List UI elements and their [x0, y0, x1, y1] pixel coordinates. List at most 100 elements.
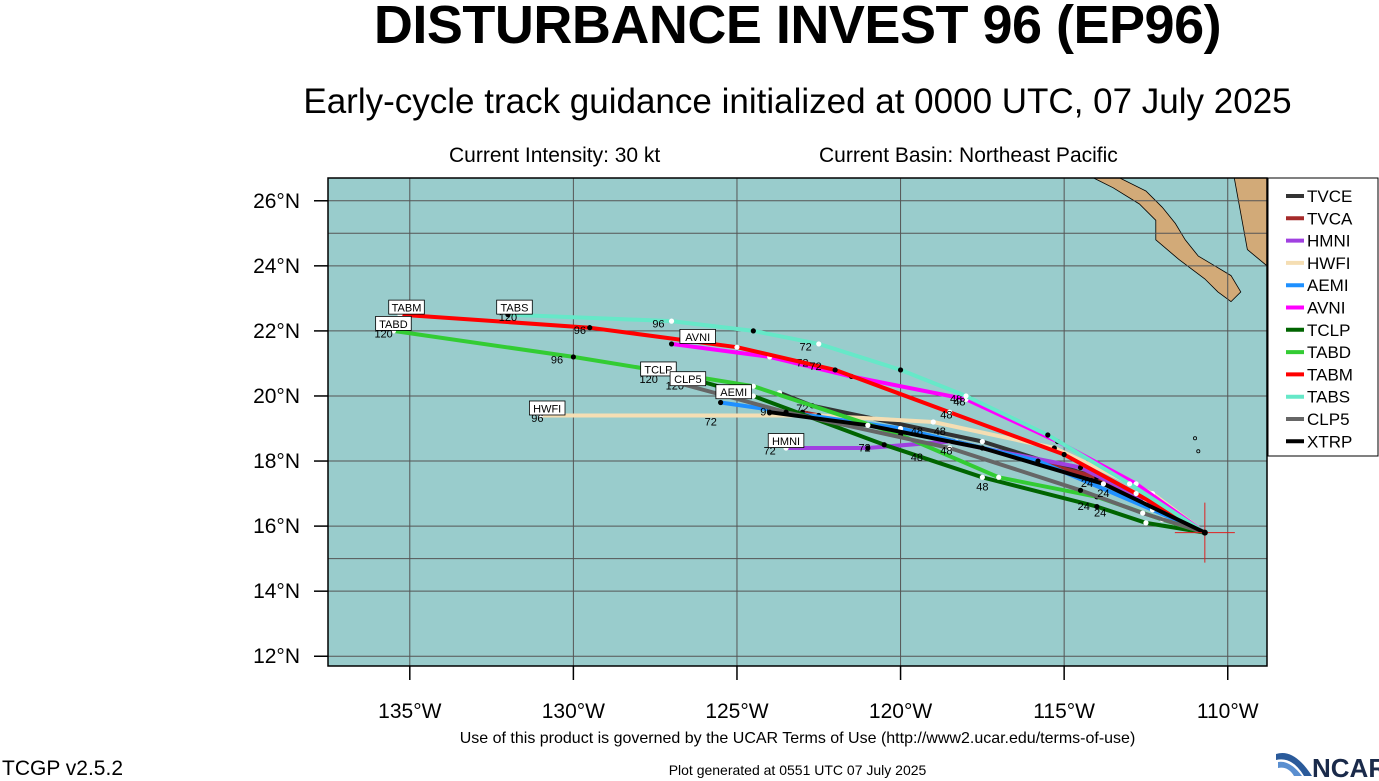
- model-tag-box: [388, 299, 425, 315]
- track-point-tclp: [881, 442, 887, 448]
- ncar-logo: NCAR: [1276, 752, 1379, 780]
- track-point-tabm: [587, 325, 593, 331]
- track-hour-label: 96: [531, 413, 543, 425]
- track-point-xtrp: [865, 422, 871, 428]
- legend-label: TVCE: [1307, 187, 1352, 206]
- y-tick-label: 26°N: [253, 190, 300, 213]
- track-hour-label: 120: [639, 374, 657, 386]
- model-tag-box: [679, 329, 716, 344]
- model-tag-label: TCLP: [644, 364, 672, 376]
- track-hour-label: 24: [1081, 478, 1093, 490]
- track-point-tclp: [1094, 503, 1100, 510]
- plot-generated-time: Plot generated at 0551 UTC 07 July 2025: [668, 762, 927, 778]
- track-point-tabs: [1045, 432, 1051, 438]
- model-tag-box: [767, 433, 805, 448]
- x-tick-label: 115°W: [1033, 700, 1095, 723]
- legend-label: TABD: [1307, 343, 1351, 362]
- legend-box: [1267, 177, 1379, 457]
- track-tabm: [398, 312, 1207, 535]
- track-point-tabd: [750, 383, 756, 389]
- track-point-tclp: [979, 474, 985, 480]
- legend-label: TVCA: [1307, 209, 1353, 228]
- track-hour-label: 120: [374, 328, 392, 340]
- model-tag-label: AEMI: [720, 387, 747, 399]
- track-point-tabs: [897, 367, 904, 373]
- chart-title: DISTURBANCE INVEST 96 (EP96): [373, 0, 1222, 55]
- track-hour-label: 72: [705, 416, 717, 428]
- track-point-tabm: [1133, 490, 1139, 497]
- track-point-avni: [668, 341, 675, 347]
- legend-label: TABS: [1307, 388, 1350, 407]
- track-point-tabm: [832, 367, 838, 373]
- ncar-swoosh-icon: [1276, 752, 1312, 776]
- track-hour-label: 96: [652, 319, 664, 331]
- y-tick-label: 12°N: [253, 645, 300, 668]
- track-point-tabd: [570, 354, 576, 360]
- track-hour-label: 48: [940, 446, 952, 458]
- model-tag-label: TABS: [501, 303, 529, 315]
- model-tag-label: TABM: [392, 303, 422, 315]
- track-point-clp5: [1140, 510, 1146, 516]
- ncar-swoosh-icon: [1278, 761, 1302, 776]
- x-tick-label: 125°W: [705, 700, 768, 723]
- y-tick-label: 18°N: [253, 450, 300, 473]
- legend-label: HMNI: [1307, 232, 1350, 251]
- track-point-clp5: [947, 445, 953, 451]
- y-tick-label: 20°N: [253, 385, 300, 408]
- track-point-tabm: [1061, 451, 1067, 458]
- ocean-background: [328, 178, 1267, 666]
- chart-subtitle: Early-cycle track guidance initialized a…: [303, 82, 1292, 121]
- track-point-tvce: [979, 438, 985, 445]
- track-point-aemi: [718, 399, 724, 406]
- model-tag-box: [640, 361, 677, 377]
- plot-border: [327, 177, 1268, 667]
- y-tick-label: 24°N: [253, 255, 300, 278]
- track-hour-label: 48: [953, 397, 965, 409]
- current-basin: Current Basin: Northeast Pacific: [819, 144, 1118, 167]
- track-hour-label: 72: [764, 446, 776, 458]
- current-position-marker: [1201, 529, 1208, 536]
- legend-label: TCLP: [1307, 321, 1350, 340]
- track-hour-label: 120: [499, 312, 517, 324]
- model-tag-label: CLP5: [674, 374, 702, 386]
- track-point-tabs: [750, 328, 756, 334]
- track-point-tabm: [947, 409, 953, 415]
- terms-of-use: Use of this product is governed by the U…: [459, 730, 1136, 747]
- model-tag-label: HWFI: [533, 403, 561, 415]
- track-hour-label: 24: [1094, 507, 1106, 519]
- track-point-tabd: [996, 474, 1002, 480]
- island-marker: [1193, 436, 1198, 441]
- model-tag-box: [375, 315, 412, 331]
- legend: TVCE TVCA HMNI HWFI AEMI AVNI TCLP TABD TABM TABS…: [1267, 177, 1379, 457]
- track-point-hwfi: [930, 419, 936, 425]
- baja-california-land: [1093, 177, 1242, 303]
- map-axes: 12°N 14°N 16°N 18°N 20°N 22°N 24°N 26°N 135°W 130…: [253, 177, 1268, 723]
- track-point-tabs: [963, 393, 969, 399]
- track-point-clp5: [1077, 487, 1084, 493]
- legend-label: TABM: [1307, 365, 1353, 384]
- map-plot-area: 24 48 72 72 72 96 72 48 96 48 72 24 48 120 24 48 96 120 48…: [328, 177, 1268, 666]
- track-hour-label: 96: [574, 325, 586, 337]
- track-point-tclp: [750, 393, 756, 399]
- model-tag-box: [669, 371, 707, 387]
- track-hour-label: 72: [800, 341, 812, 353]
- track-point-xtrp: [767, 409, 773, 415]
- x-tick-label: 130°W: [542, 700, 605, 723]
- track-hour-label: 72: [858, 442, 870, 454]
- model-tag-label: HMNI: [772, 436, 800, 448]
- x-tick-label: 135°W: [378, 700, 441, 723]
- legend-label: AEMI: [1307, 276, 1349, 295]
- y-tick-label: 14°N: [253, 580, 300, 603]
- track-point-tabs: [816, 341, 822, 347]
- track-hour-label: 48: [976, 481, 988, 493]
- track-hour-label: 48: [950, 393, 962, 405]
- model-tag-label: AVNI: [685, 332, 710, 344]
- track-point-tabs: [1126, 481, 1133, 487]
- track-point-hmni: [865, 445, 871, 451]
- model-tag-box: [715, 384, 752, 400]
- legend-label: HWFI: [1307, 254, 1350, 273]
- y-tick-label: 22°N: [253, 320, 300, 343]
- ncar-logo-text: NCAR: [1312, 753, 1379, 780]
- track-clp5: [676, 381, 1207, 535]
